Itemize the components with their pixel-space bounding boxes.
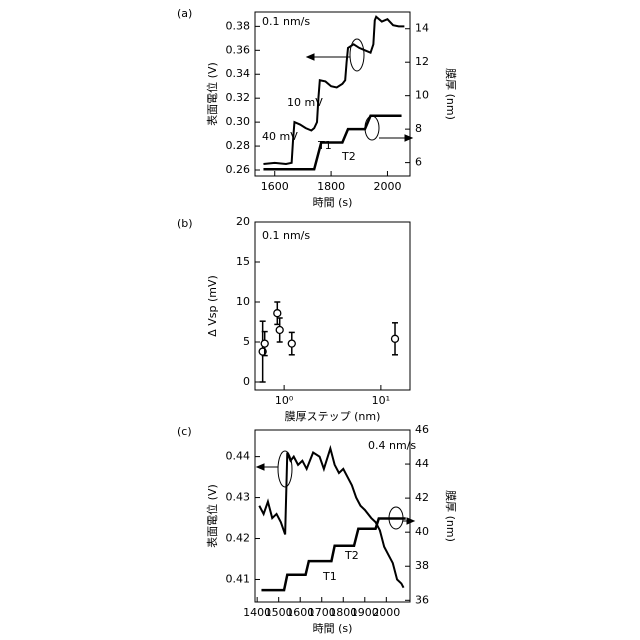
x-tick-label: 10⁰ (275, 394, 294, 407)
decoration (405, 135, 412, 141)
y-tick-label: 0.41 (226, 572, 251, 585)
page: (a) 時間 (s) 表面電位 (V) 膜厚 (nm) 1600 1800 2000 0.26… (0, 0, 640, 640)
annotation: 0.1 nm/s (262, 15, 310, 28)
y-tick-label: 20 (236, 215, 250, 228)
y-axis-label: 表面電位 (V) (205, 484, 219, 548)
y-tick-label: 0.43 (226, 491, 251, 504)
y2-tick-label: 46 (415, 423, 429, 436)
plot-frame (255, 12, 410, 176)
annotation: 0.4 nm/s (368, 439, 416, 452)
data-point (288, 340, 295, 347)
decoration (307, 54, 314, 60)
decoration (257, 464, 264, 470)
y-tick-label: 0.42 (226, 532, 251, 545)
y-tick-label: 0.28 (226, 139, 251, 152)
x-tick-label: 10¹ (372, 394, 390, 407)
y-tick-label: 0.34 (226, 67, 251, 80)
annotation: T1 (322, 570, 337, 583)
x-axis-label: 膜厚ステップ (nm) (285, 410, 381, 423)
data-point (276, 327, 283, 334)
annotation: 0.1 nm/s (262, 229, 310, 242)
figure: (a) 時間 (s) 表面電位 (V) 膜厚 (nm) 1600 1800 2000 0.26… (0, 0, 640, 640)
y2-tick-label: 38 (415, 559, 429, 572)
data-point (392, 335, 399, 342)
y2-tick-label: 12 (415, 55, 429, 68)
y-tick-label: 5 (243, 335, 250, 348)
y-axis-label: Δ Vsp (mV) (206, 275, 219, 337)
y-axis-label: 表面電位 (V) (205, 62, 219, 126)
x-axis-label: 時間 (s) (313, 622, 353, 635)
y2-tick-label: 40 (415, 525, 429, 538)
y2-tick-label: 42 (415, 491, 429, 504)
y-tick-label: 10 (236, 295, 250, 308)
panel-label: (c) (177, 425, 192, 438)
y-tick-label: 0.30 (226, 115, 251, 128)
annotation: T2 (341, 150, 356, 163)
x-tick-label: 2000 (373, 180, 401, 193)
y-tick-label: 0.36 (226, 43, 251, 56)
decoration (350, 39, 364, 71)
y2-tick-label: 14 (415, 22, 429, 35)
y2-axis-label: 膜厚 (nm) (444, 490, 457, 542)
y-tick-label: 0.32 (226, 91, 251, 104)
x-tick-label: 1600 (261, 180, 289, 193)
x-tick-label: 2000 (372, 606, 400, 619)
x-tick-label: 1800 (317, 180, 345, 193)
y-tick-label: 0.44 (226, 450, 251, 463)
data-point (274, 310, 281, 317)
y2-tick-label: 44 (415, 457, 429, 470)
y2-tick-label: 8 (415, 122, 422, 135)
panel-label: (a) (177, 7, 192, 20)
y-tick-label: 0.38 (226, 19, 251, 32)
panel-label: (b) (177, 217, 193, 230)
y-tick-label: 0 (243, 375, 250, 388)
x-axis-label: 時間 (s) (313, 196, 353, 209)
y-tick-label: 15 (236, 255, 250, 268)
y2-tick-label: 10 (415, 89, 429, 102)
plot-frame (255, 222, 410, 390)
data-point (261, 340, 268, 347)
y2-tick-label: 6 (415, 156, 422, 169)
y2-axis-label: 膜厚 (nm) (444, 68, 457, 120)
y2-tick-label: 36 (415, 593, 429, 606)
decoration (278, 451, 292, 487)
y-tick-label: 0.26 (226, 163, 251, 176)
annotation: T2 (344, 549, 359, 562)
decoration (365, 116, 379, 140)
